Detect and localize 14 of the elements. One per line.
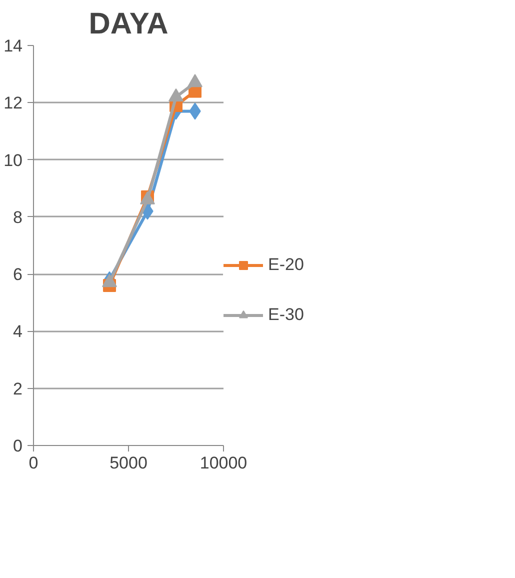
x-tick-label: 0 — [28, 454, 38, 472]
y-tick-label: 14 — [4, 36, 23, 56]
x-tick-label: 10000 — [200, 454, 248, 472]
y-tick-label: 12 — [4, 94, 23, 113]
x-tick-label: 5000 — [110, 454, 148, 472]
legend-label: E-30 — [268, 305, 304, 325]
y-tick-label: 0 — [13, 436, 23, 456]
chart-title: DAYA — [88, 8, 168, 40]
y-tick-label: 6 — [13, 265, 23, 284]
legend-label: E-20 — [268, 255, 304, 275]
y-tick-label: 10 — [4, 150, 23, 170]
y-tick-label: 8 — [13, 208, 23, 227]
y-tick-label: 4 — [13, 322, 23, 342]
y-tick-label: 2 — [13, 379, 23, 398]
